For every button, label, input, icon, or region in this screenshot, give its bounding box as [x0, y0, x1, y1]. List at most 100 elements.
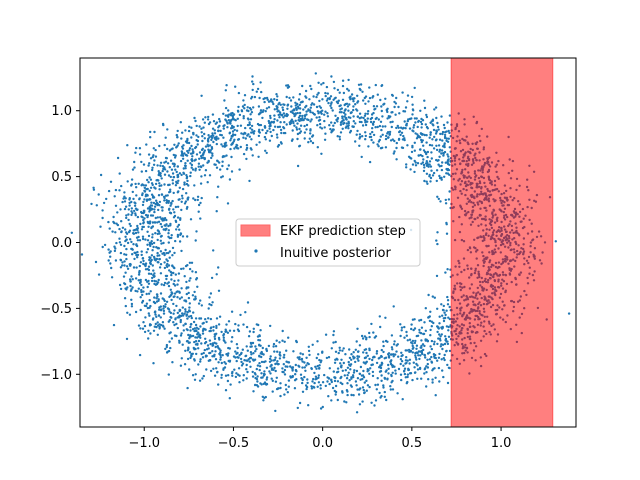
scatter-point — [186, 149, 189, 153]
scatter-point — [186, 349, 190, 352]
scatter-point — [132, 197, 135, 201]
scatter-point — [144, 278, 148, 282]
scatter-point — [434, 139, 438, 142]
scatter-point — [388, 130, 392, 134]
scatter-point — [444, 313, 447, 317]
scatter-point — [346, 87, 349, 91]
scatter-point — [286, 84, 290, 87]
scatter-point — [185, 192, 188, 195]
scatter-point — [169, 294, 172, 297]
scatter-point — [130, 247, 134, 251]
scatter-point — [126, 144, 129, 147]
scatter-point — [364, 123, 368, 127]
scatter-point — [232, 140, 235, 143]
scatter-point — [420, 377, 423, 380]
scatter-point — [330, 121, 333, 124]
scatter-point — [250, 138, 253, 141]
scatter-point — [367, 100, 370, 103]
scatter-point — [195, 352, 198, 356]
scatter-point — [223, 124, 226, 127]
scatter-point — [154, 187, 157, 190]
scatter-point — [169, 204, 172, 207]
scatter-point — [438, 322, 441, 325]
scatter-point — [250, 345, 253, 348]
scatter-point — [240, 351, 243, 355]
scatter-point — [428, 319, 432, 323]
scatter-point — [153, 205, 157, 208]
scatter-point — [444, 202, 448, 205]
scatter-point — [254, 350, 257, 353]
scatter-point — [286, 86, 290, 89]
scatter-point — [363, 114, 367, 118]
scatter-point — [368, 385, 371, 389]
scatter-point — [230, 155, 233, 159]
scatter-point — [270, 367, 274, 370]
scatter-point — [211, 344, 214, 347]
scatter-point — [143, 209, 146, 213]
scatter-point — [433, 340, 436, 343]
scatter-point — [150, 226, 153, 229]
scatter-point — [307, 108, 310, 111]
scatter-point — [179, 320, 182, 324]
scatter-point — [364, 102, 367, 106]
scatter-point — [246, 123, 250, 127]
scatter-point — [415, 334, 418, 338]
scatter-point — [149, 207, 152, 210]
scatter-point — [186, 198, 189, 201]
scatter-point — [174, 239, 177, 243]
scatter-point — [362, 376, 366, 379]
scatter-point — [207, 134, 210, 137]
scatter-point — [147, 282, 151, 285]
scatter-point — [217, 289, 221, 292]
scatter-point — [201, 356, 205, 359]
scatter-point — [436, 125, 440, 129]
scatter-point — [157, 230, 161, 233]
scatter-point — [320, 152, 323, 155]
scatter-point — [108, 227, 111, 230]
scatter-point — [339, 123, 343, 127]
scatter-point — [442, 357, 445, 360]
scatter-point — [314, 72, 317, 75]
scatter-point — [176, 290, 179, 293]
scatter-point — [216, 196, 219, 199]
scatter-point — [149, 244, 152, 248]
scatter-point — [382, 384, 385, 387]
scatter-point — [436, 121, 439, 125]
scatter-point — [137, 273, 141, 276]
scatter-point — [115, 222, 118, 225]
scatter-point — [338, 135, 341, 138]
scatter-point — [148, 314, 151, 317]
scatter-point — [377, 118, 380, 121]
scatter-point — [152, 329, 156, 332]
scatter-point — [199, 182, 203, 185]
scatter-point — [256, 375, 259, 378]
scatter-point — [282, 103, 285, 106]
scatter-point — [420, 346, 423, 349]
scatter-point — [387, 363, 390, 367]
scatter-point — [109, 180, 113, 183]
scatter-point — [260, 90, 263, 94]
scatter-point — [398, 112, 401, 115]
scatter-point — [416, 162, 420, 165]
scatter-point — [336, 358, 339, 361]
scatter-point — [446, 299, 450, 302]
scatter-point — [295, 126, 298, 129]
scatter-point — [270, 364, 273, 367]
scatter-point — [178, 314, 181, 317]
scatter-point — [208, 351, 211, 355]
scatter-point — [259, 109, 263, 112]
scatter-point — [438, 352, 441, 356]
scatter-point — [233, 147, 236, 150]
scatter-point — [279, 121, 282, 124]
scatter-point — [352, 120, 355, 123]
scatter-point — [114, 231, 117, 234]
scatter-point — [315, 105, 319, 109]
scatter-point — [228, 131, 232, 134]
scatter-point — [359, 387, 362, 390]
scatter-point — [368, 86, 371, 89]
scatter-point — [444, 198, 447, 202]
scatter-point — [141, 225, 144, 229]
scatter-point — [318, 366, 321, 370]
scatter-point — [310, 87, 313, 91]
scatter-point — [265, 366, 269, 369]
